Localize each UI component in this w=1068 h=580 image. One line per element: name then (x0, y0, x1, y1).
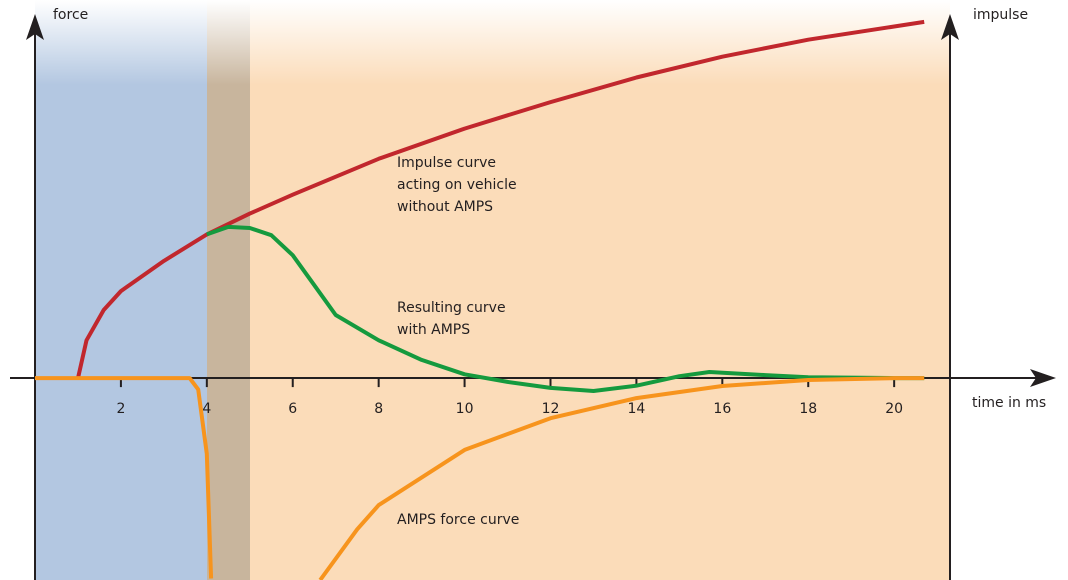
x-label: time in ms (972, 395, 1046, 411)
x-tick-label: 12 (542, 401, 560, 417)
x-tick-label: 10 (456, 401, 474, 417)
series-line (35, 376, 925, 580)
y2-arrow (941, 14, 959, 40)
annotation: Impulse curve (397, 155, 496, 171)
x-tick-label: 16 (713, 401, 731, 417)
phase-transition (207, 0, 250, 580)
annotation: acting on vehicle (397, 177, 517, 193)
x-tick-label: 8 (374, 401, 383, 417)
x-tick-label: 14 (627, 401, 645, 417)
annotation: with AMPS (397, 322, 470, 338)
phase-after (250, 0, 950, 580)
annotation: AMPS force curve (397, 512, 519, 528)
top-fade (0, 0, 1068, 85)
series-line (76, 19, 925, 379)
y-label: force (53, 7, 88, 23)
x-tick-label: 2 (116, 401, 125, 417)
annotation: Resulting curve (397, 300, 506, 316)
x-tick-label: 4 (202, 401, 211, 417)
y2-label: impulse (973, 7, 1028, 23)
series-line (206, 224, 925, 393)
annotation: without AMPS (397, 199, 493, 215)
x-arrow (1030, 369, 1056, 387)
x-tick-label: 18 (799, 401, 817, 417)
x-tick-label: 20 (885, 401, 903, 417)
y-arrow (26, 14, 44, 40)
x-tick-label: 6 (288, 401, 297, 417)
